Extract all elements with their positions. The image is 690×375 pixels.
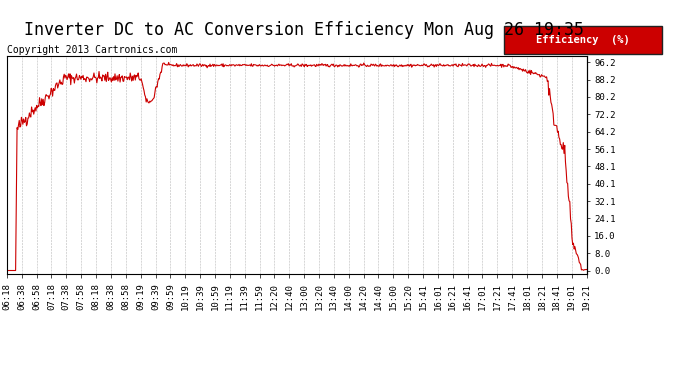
Text: Inverter DC to AC Conversion Efficiency Mon Aug 26 19:35: Inverter DC to AC Conversion Efficiency … [23,21,584,39]
Text: Efficiency  (%): Efficiency (%) [536,35,630,45]
Text: Copyright 2013 Cartronics.com: Copyright 2013 Cartronics.com [7,45,177,55]
